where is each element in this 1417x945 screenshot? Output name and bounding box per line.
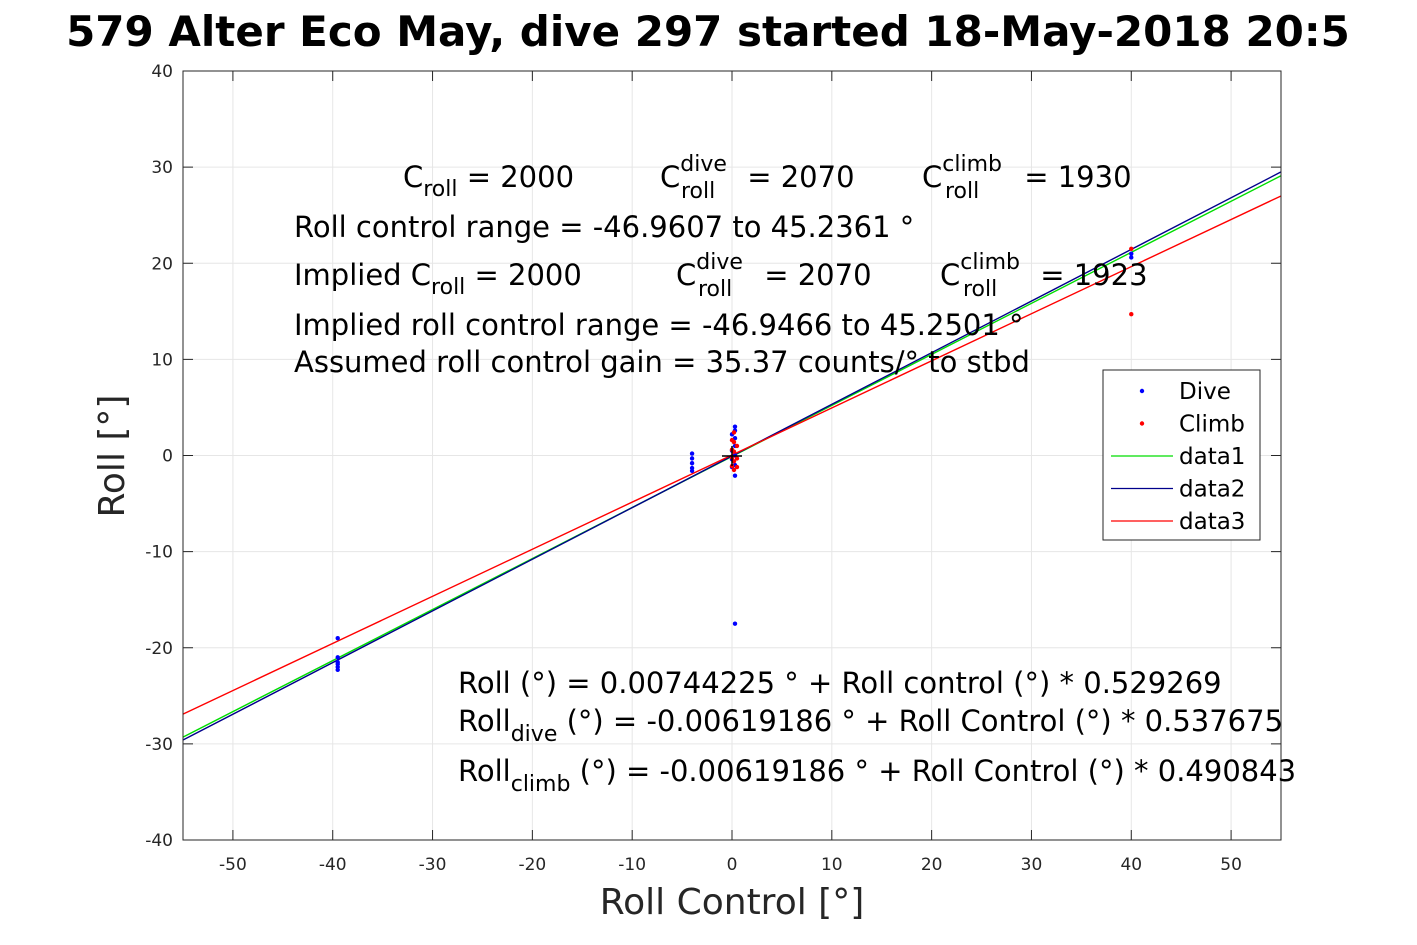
annotation-fit-climb: Rollclimb (°) = -0.00619186 ° + Roll Con… — [458, 754, 1296, 797]
point-climb — [734, 464, 740, 470]
legend-marker-dive — [1139, 388, 1145, 394]
point-climb — [731, 459, 737, 464]
y-tick-label: -40 — [145, 831, 173, 851]
origin-cross-marker — [722, 446, 742, 466]
point-dive — [732, 621, 738, 626]
point-climb — [734, 443, 740, 449]
point-climb — [1129, 311, 1134, 317]
point-dive — [1129, 255, 1134, 260]
point-dive — [689, 460, 695, 466]
point-climb — [731, 467, 737, 473]
y-tick-label: -10 — [145, 543, 173, 563]
point-dive — [335, 655, 340, 660]
point-dive — [689, 456, 695, 461]
annotation-roll-control-range: Roll control range = -46.9607 to 45.2361… — [294, 210, 914, 244]
y-tick-label: -20 — [145, 639, 173, 659]
legend: Dive Climb data1 data2 data3 — [1102, 369, 1261, 541]
point-dive — [732, 473, 738, 478]
y-tick-label: 10 — [151, 350, 173, 370]
annotation-calibration-constants: Croll = 2000 Cdive roll = 2070 Cclimb roll… — [403, 152, 1132, 204]
x-tick-label: 50 — [1220, 855, 1242, 875]
legend-marker-climb — [1139, 421, 1145, 426]
annotation-fit-all: Roll (°) = 0.00744225 ° + Roll control (… — [458, 666, 1222, 700]
point-dive — [335, 661, 340, 667]
x-tick-label: 10 — [821, 855, 843, 875]
y-tick-label: -30 — [145, 735, 173, 755]
legend-label-climb: Climb — [1179, 412, 1245, 438]
legend-label-dive: Dive — [1179, 379, 1231, 405]
point-climb — [731, 439, 737, 445]
x-tick-label: 0 — [727, 855, 738, 875]
data-points — [335, 246, 1134, 673]
legend-box — [1102, 369, 1261, 541]
legend-label-data2: data2 — [1179, 477, 1245, 503]
x-axis-label: Roll Control [°] — [600, 882, 865, 923]
point-dive — [1129, 251, 1134, 256]
x-tick-label: -20 — [518, 855, 546, 875]
point-dive — [335, 635, 340, 641]
y-tick-label: 30 — [151, 158, 173, 178]
annotation-gain: Assumed roll control gain = 35.37 counts… — [294, 345, 1030, 379]
point-climb — [1129, 246, 1134, 252]
x-tick-label: -30 — [419, 855, 447, 875]
point-climb — [734, 456, 740, 461]
point-dive — [335, 667, 340, 673]
x-tick-label: 30 — [1021, 855, 1043, 875]
point-climb — [731, 449, 737, 454]
x-tick-label: 20 — [921, 855, 943, 875]
chart-title: 579 Alter Eco May, dive 297 started 18-M… — [66, 7, 1350, 56]
legend-label-data1: data1 — [1179, 444, 1245, 470]
point-dive — [689, 451, 695, 456]
legend-label-data3: data3 — [1179, 509, 1245, 535]
x-tick-label: -10 — [618, 855, 646, 875]
axis-ticks: -50 -40 -30 -20 -10 0 10 20 30 40 50 -40 -30 -20 -10 0 1… — [145, 62, 1281, 875]
y-tick-label: 0 — [162, 447, 173, 467]
y-tick-label: 20 — [151, 254, 173, 274]
annotation-fit-dive: Rolldive (°) = -0.00619186 ° + Roll Cont… — [458, 704, 1283, 747]
point-dive — [732, 424, 738, 429]
annotation-implied-range: Implied roll control range = -46.9466 to… — [294, 308, 1024, 342]
y-axis-label: Roll [°] — [92, 395, 133, 518]
point-climb — [729, 463, 735, 469]
x-tick-label: -50 — [219, 855, 247, 875]
point-dive — [689, 468, 695, 474]
annotation-implied-constants: Implied Croll = 2000 Cdive roll = 2070 Cc… — [294, 250, 1148, 302]
y-tick-label: 40 — [151, 62, 173, 82]
point-climb — [731, 430, 737, 435]
x-tick-label: -40 — [319, 855, 347, 875]
x-tick-label: 40 — [1120, 855, 1142, 875]
